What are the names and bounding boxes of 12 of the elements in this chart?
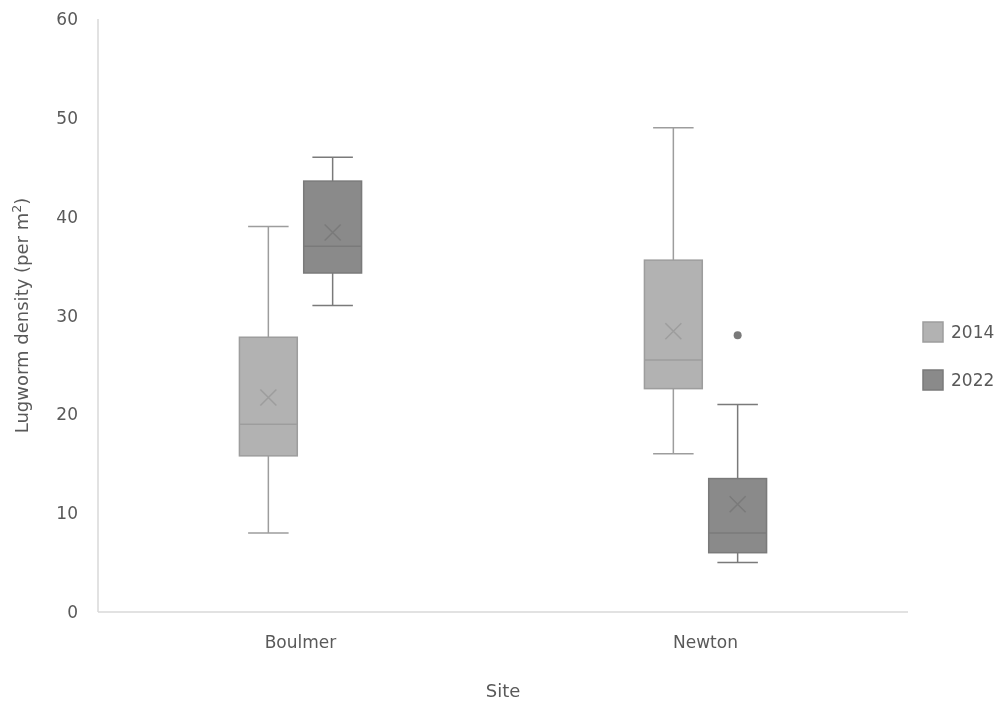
y-tick-label: 20 <box>56 404 78 425</box>
y-tick-label: 0 <box>67 602 78 622</box>
legend-label: 2022 <box>951 370 995 390</box>
y-tick-label: 50 <box>56 107 78 128</box>
y-tick-label: 40 <box>56 206 78 227</box>
y-tick-label: 10 <box>56 503 78 524</box>
x-tick-label: Boulmer <box>264 632 337 652</box>
legend-label: 2014 <box>951 322 995 342</box>
y-tick-label: 60 <box>56 9 78 29</box>
x-tick-label: Newton <box>673 632 738 652</box>
x-axis-title: Site <box>485 680 521 701</box>
y-tick-label: 30 <box>56 305 78 326</box>
